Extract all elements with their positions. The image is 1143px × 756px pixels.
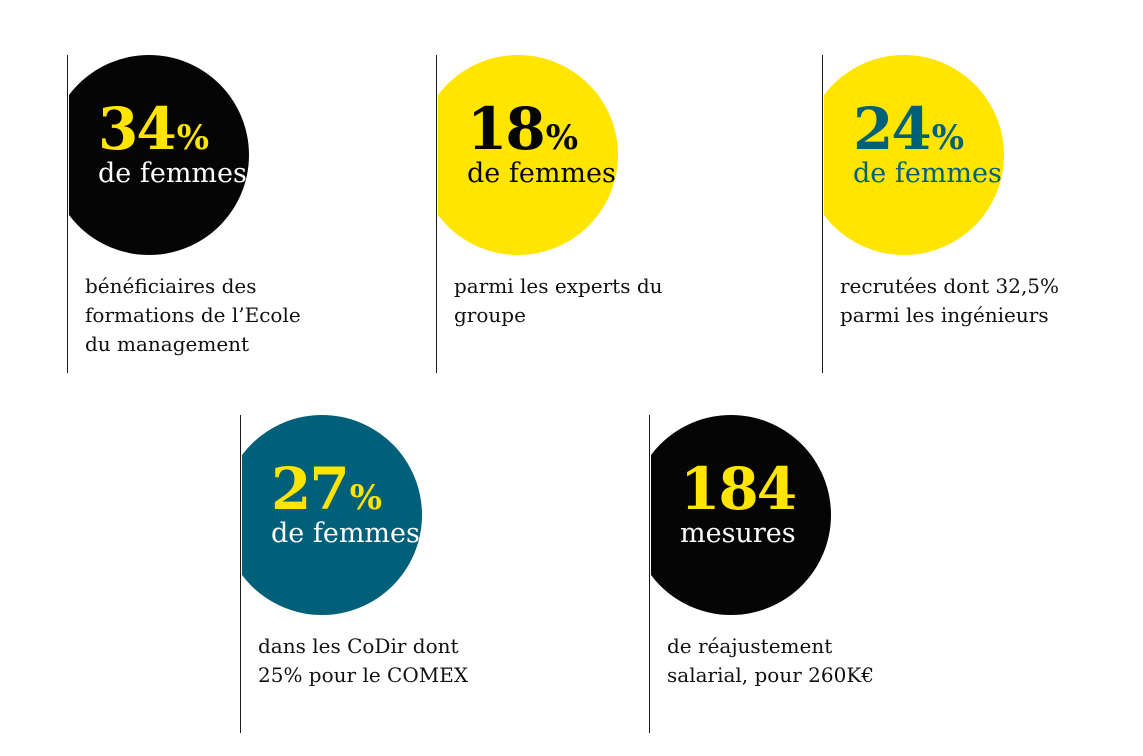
stat-description: dans les CoDir dont 25% pour le COMEX xyxy=(258,632,468,690)
stat-unit: % xyxy=(545,118,579,158)
stat-subtitle: de femmes xyxy=(271,518,420,549)
stat-description: bénéficiaires des formations de l’Ecole … xyxy=(85,272,301,359)
stat-subtitle: de femmes xyxy=(853,158,1002,189)
stat-number: 184 xyxy=(680,455,797,523)
description-line: parmi les experts du xyxy=(454,274,663,298)
stat-value: 34% xyxy=(98,100,209,167)
description-line: parmi les ingénieurs xyxy=(840,303,1049,327)
description-line: bénéficiaires des xyxy=(85,274,257,298)
stat-circle-clip xyxy=(824,55,1044,275)
description-line: groupe xyxy=(454,303,526,327)
stat-number: 27 xyxy=(271,455,350,523)
stat-card-salary-measures: 184 mesures de réajustement salarial, po… xyxy=(649,415,874,733)
stat-unit: % xyxy=(349,478,383,518)
stat-number: 18 xyxy=(467,95,546,163)
stat-circle xyxy=(242,415,422,615)
stat-description: de réajustement salarial, pour 260K€ xyxy=(667,632,874,690)
stat-circle-clip xyxy=(242,415,462,635)
stat-card-women-recruited: 24% de femmes recrutées dont 32,5% parmi… xyxy=(822,55,1059,373)
stat-circle-clip xyxy=(69,55,289,275)
stat-card-women-codir: 27% de femmes dans les CoDir dont 25% po… xyxy=(240,415,468,733)
stat-number: 24 xyxy=(853,95,932,163)
stat-description: recrutées dont 32,5% parmi les ingénieur… xyxy=(840,272,1059,330)
stat-circle-clip xyxy=(651,415,871,635)
stat-circle xyxy=(438,55,618,255)
description-line: salarial, pour 260K€ xyxy=(667,663,874,687)
stat-unit: % xyxy=(931,118,965,158)
description-line: 25% pour le COMEX xyxy=(258,663,469,687)
stat-circle xyxy=(824,55,1004,255)
stat-number: 34 xyxy=(98,95,177,163)
stat-card-women-experts: 18% de femmes parmi les experts du group… xyxy=(436,55,663,373)
stat-value: 24% xyxy=(853,100,964,167)
stat-value: 184 xyxy=(680,460,797,527)
stat-description: parmi les experts du groupe xyxy=(454,272,663,330)
stat-circle-clip xyxy=(438,55,658,275)
stat-subtitle: mesures xyxy=(680,518,796,549)
stat-subtitle: de femmes xyxy=(467,158,616,189)
stat-card-women-training: 34% de femmes bénéficiaires des formatio… xyxy=(67,55,301,373)
description-line: recrutées dont 32,5% xyxy=(840,274,1060,298)
stat-circle xyxy=(69,55,249,255)
description-line: du management xyxy=(85,332,250,356)
description-line: formations de l’Ecole xyxy=(85,303,301,327)
description-line: de réajustement xyxy=(667,634,833,658)
description-line: dans les CoDir dont xyxy=(258,634,459,658)
stat-subtitle: de femmes xyxy=(98,158,247,189)
stat-value: 18% xyxy=(467,100,578,167)
stat-value: 27% xyxy=(271,460,382,527)
stat-unit: % xyxy=(176,118,210,158)
stat-circle xyxy=(651,415,831,615)
